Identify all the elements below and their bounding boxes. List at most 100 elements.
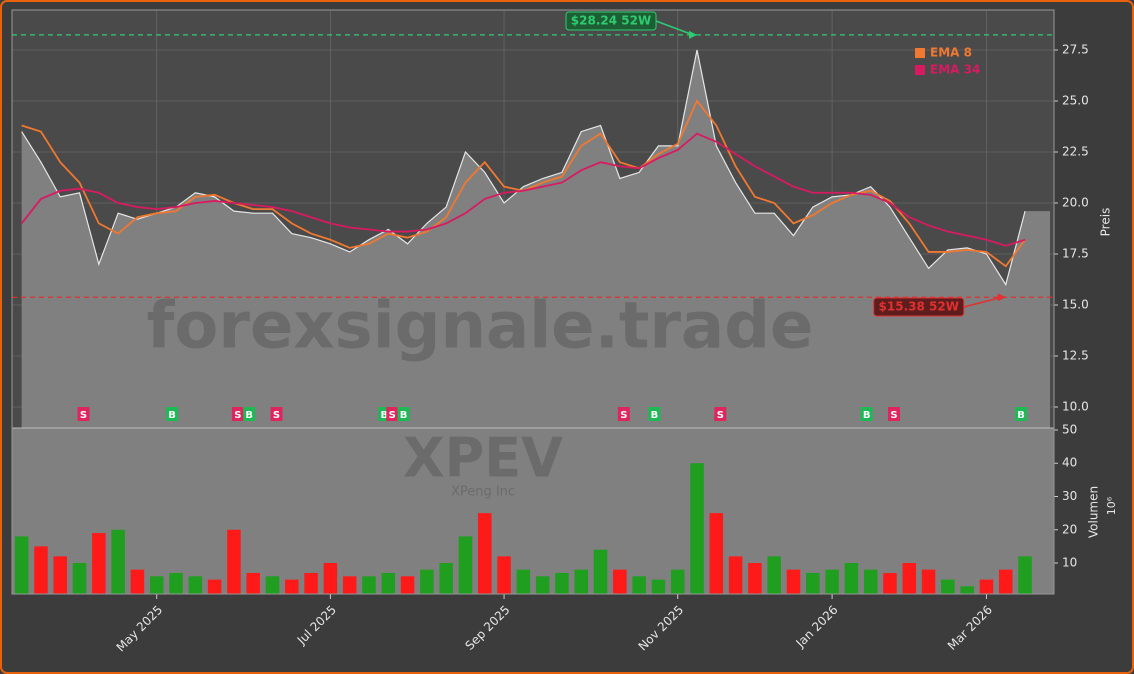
volume-bar: [632, 576, 646, 594]
watermark: forexsignale.trade: [147, 290, 814, 364]
volume-bar: [265, 576, 280, 594]
y2-tick-label: 10: [1062, 556, 1077, 570]
signal-label: B: [380, 410, 388, 421]
volume-bar: [613, 569, 627, 594]
volume-bar: [92, 533, 106, 594]
volume-bar: [381, 572, 396, 594]
price-line: [21, 49, 1026, 287]
volume-bar: [535, 576, 550, 594]
signal-box: [714, 407, 727, 421]
volume-bar: [728, 556, 743, 594]
volume-bar: [825, 569, 839, 594]
signal-box: [270, 407, 283, 421]
y2-unit: 10⁶: [1105, 496, 1118, 515]
price-area: [21, 49, 1050, 429]
volume-bar: [863, 569, 878, 594]
legend-swatch: [915, 48, 925, 58]
signal-label: S: [389, 410, 396, 421]
signal-label: B: [1017, 410, 1025, 421]
y-tick-label: 17.5: [1062, 246, 1089, 260]
signal-label: S: [717, 410, 724, 421]
y2-tick-label: 20: [1062, 522, 1077, 536]
signal-label: B: [863, 410, 871, 421]
volume-bar: [130, 569, 145, 594]
volume-bar: [1018, 556, 1032, 594]
signal-label: S: [234, 410, 241, 421]
y-tick-label: 12.5: [1062, 348, 1089, 362]
signal-label: B: [400, 410, 408, 421]
volume-bar: [14, 536, 29, 594]
signal-label: B: [651, 410, 659, 421]
plot-border: [11, 9, 1055, 595]
ema-line: [20, 132, 1026, 247]
annotation-arrow: [655, 20, 694, 36]
volume-bar: [304, 572, 318, 594]
volume-bar: [169, 572, 183, 594]
arrow-head: [997, 293, 1006, 302]
signal-box: [231, 407, 244, 421]
volume-bar: [767, 556, 781, 594]
volume-bar: [149, 576, 164, 594]
signal-label: B: [168, 410, 176, 421]
signal-box: [887, 407, 900, 421]
volume-bar: [207, 579, 222, 594]
volume-bar: [902, 563, 917, 594]
volume-bar: [806, 572, 820, 594]
y-tick-label: 10.0: [1062, 399, 1089, 413]
volume-bar: [883, 572, 897, 594]
volume-bar: [188, 576, 203, 594]
volume-bar: [941, 579, 955, 594]
symbol: XPEV: [403, 427, 563, 490]
volume-bar: [458, 536, 473, 594]
volume-bar: [748, 563, 762, 594]
volume-bar: [651, 579, 666, 594]
volume-bar: [34, 546, 48, 594]
volume-bar: [439, 563, 453, 594]
signal-box: [648, 407, 661, 421]
volume-bar: [979, 579, 994, 594]
volume-bar: [709, 513, 724, 594]
y-tick-label: 27.5: [1062, 42, 1089, 56]
annotation-label: $15.38 52W: [879, 300, 959, 314]
y2-tick-label: 30: [1062, 489, 1077, 503]
volume-bar: [999, 569, 1013, 594]
signal-label: S: [80, 410, 87, 421]
company: XPeng Inc: [451, 485, 515, 500]
volume-bar: [921, 569, 936, 594]
legend-label: EMA 8: [930, 46, 972, 60]
arrow-head: [689, 30, 698, 39]
volume-bar: [72, 563, 87, 594]
volume-bar: [670, 569, 685, 594]
volume-bar: [400, 576, 415, 594]
volume-bar: [227, 529, 241, 594]
y-tick-label: 22.5: [1062, 144, 1089, 158]
volume-bar: [111, 529, 125, 594]
signal-label: S: [273, 410, 280, 421]
y-tick-label: 20.0: [1062, 195, 1089, 209]
signal-box: [386, 407, 399, 421]
signal-box: [617, 407, 630, 421]
y2-tick-label: 40: [1062, 456, 1077, 470]
signal-box: [397, 407, 410, 421]
volume-bar: [844, 563, 859, 594]
signal-box: [166, 407, 179, 421]
volume-bar: [574, 569, 588, 594]
y-tick-label: 25.0: [1062, 93, 1089, 107]
signal-label: S: [620, 410, 627, 421]
annotation-arrow: [963, 296, 1002, 308]
volume-bar: [246, 572, 260, 594]
volume-bar: [497, 556, 511, 594]
signal-box: [1015, 407, 1028, 421]
signal-label: B: [245, 410, 253, 421]
volume-panel: [12, 428, 1054, 594]
volume-bar: [960, 586, 974, 594]
signal-box: [77, 407, 90, 421]
y-tick-label: 15.0: [1062, 297, 1089, 311]
volume-bar: [53, 556, 67, 594]
volume-bar: [690, 463, 704, 594]
signal-box: [860, 407, 873, 421]
legend-label: EMA 34: [930, 63, 980, 77]
y2-axis-label: Volumen: [1087, 486, 1101, 538]
volume-bar: [786, 569, 801, 594]
